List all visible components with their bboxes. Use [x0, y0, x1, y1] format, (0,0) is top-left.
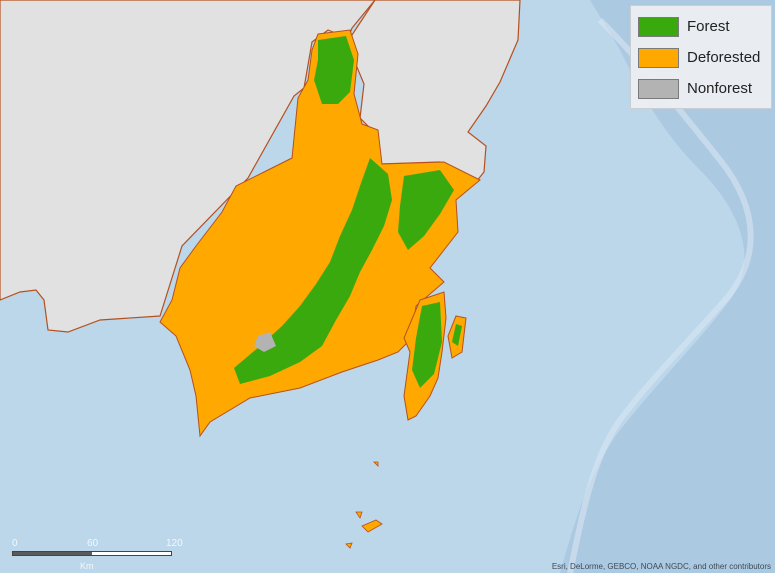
legend-label-deforested: Deforested	[687, 49, 761, 66]
map-attribution: Esri, DeLorme, GEBCO, NOAA NGDC, and oth…	[551, 562, 771, 571]
legend-item-nonforest: Nonforest	[638, 73, 771, 104]
forest-island	[412, 302, 442, 388]
forest-islet-east	[452, 324, 462, 346]
forest-central	[234, 158, 392, 384]
legend-label-forest: Forest	[687, 18, 730, 35]
scale-bar-segment	[13, 552, 92, 555]
scale-unit: Km	[80, 561, 94, 571]
scale-bar: 0 60 120 Km	[12, 538, 183, 571]
legend-item-deforested: Deforested	[638, 42, 771, 73]
legend-swatch-deforested	[638, 47, 679, 68]
forest-east	[398, 170, 454, 250]
scale-bar-graphic	[12, 551, 172, 556]
deep-ocean-shading	[560, 0, 775, 573]
map-legend: Forest Deforested Nonforest	[630, 5, 772, 109]
forest-north	[314, 36, 354, 104]
scale-tick-60: 60	[87, 538, 99, 549]
scale-tick-0: 0	[12, 538, 18, 549]
legend-item-forest: Forest	[638, 11, 771, 42]
legend-swatch-forest	[638, 16, 679, 37]
deforested-region	[159, 29, 481, 438]
scale-tick-120: 120	[166, 538, 183, 549]
legend-swatch-nonforest	[638, 78, 679, 99]
deforested-islets-small	[345, 461, 383, 549]
nonforest-patch	[254, 332, 276, 352]
legend-label-nonforest: Nonforest	[687, 80, 753, 97]
